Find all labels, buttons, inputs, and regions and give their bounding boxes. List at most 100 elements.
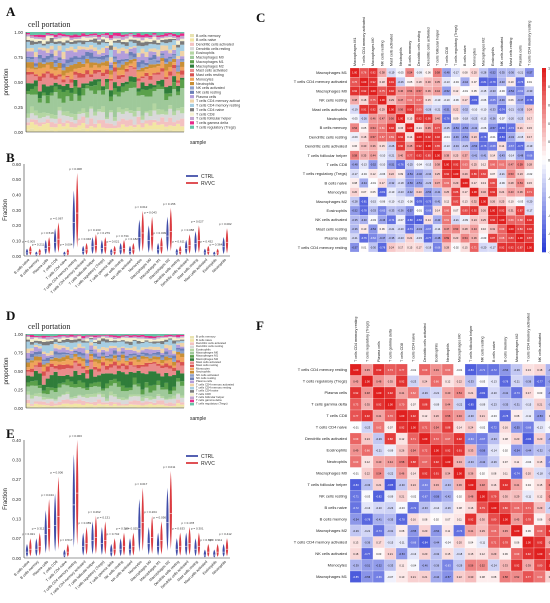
stack-segment (33, 396, 39, 402)
panel-label-b: B (6, 150, 15, 165)
cell-value: -0.10 (480, 107, 486, 111)
stack-segment (29, 74, 35, 84)
cell-value: 0.17 (527, 135, 533, 139)
stack-segment (41, 45, 47, 48)
legend-label: B cells naive (196, 338, 212, 342)
stack-segment (156, 359, 161, 364)
stack-segment (29, 350, 35, 354)
stack-segment (41, 406, 47, 408)
stack-segment (105, 123, 110, 129)
cell-value: 0.07 (445, 517, 451, 521)
stack-segment (152, 33, 157, 35)
stack-segment (41, 67, 47, 74)
stack-segment (148, 360, 153, 363)
cell-value: 0.24 (468, 425, 474, 429)
cell-value: 0.18 (416, 80, 422, 84)
legend-swatch (190, 390, 194, 393)
stack-segment (120, 366, 126, 373)
cell-value: -0.33 (491, 437, 497, 441)
row-label: Eosinophils (327, 208, 347, 213)
stack-segment (116, 406, 122, 408)
stack-segment (97, 359, 102, 364)
stack-segment (132, 116, 137, 125)
cell-value: 0.69 (499, 227, 505, 231)
stack-segment (136, 338, 141, 341)
cell-value: 0.36 (468, 471, 474, 475)
stack-segment (120, 109, 126, 114)
stack-segment (77, 347, 82, 352)
cell-value: 0.32 (481, 190, 487, 194)
stack-segment (65, 349, 70, 353)
stack-segment (57, 397, 62, 402)
stack-segment (164, 93, 169, 101)
stack-segment (81, 348, 86, 354)
legend-swatch (190, 42, 194, 46)
cell-value: 1.00 (453, 172, 459, 176)
stack-segment (152, 341, 157, 344)
stack-segment (156, 129, 161, 132)
stack-segment (116, 334, 122, 337)
cell-value: 0.06 (508, 98, 514, 102)
stack-segment (81, 88, 86, 96)
cell-value: 0.29 (462, 172, 468, 176)
cell-value: -0.52 (370, 163, 376, 167)
cell-value: 0.15 (527, 126, 533, 130)
stack-segment (89, 394, 94, 397)
stack-segment (89, 39, 94, 42)
violin-ctrl (25, 543, 29, 557)
stack-segment (77, 366, 82, 375)
stack-segment (101, 86, 106, 91)
stack-segment (81, 358, 86, 362)
stack-segment (89, 402, 94, 405)
stack-segment (37, 404, 43, 408)
cell-value: -0.13 (361, 163, 367, 167)
column-label: T cells CD4 memory resting (528, 21, 532, 66)
stack-segment (69, 129, 74, 132)
cell-value: -0.10 (379, 153, 385, 157)
stack-segment (176, 381, 181, 394)
stack-segment (108, 68, 114, 71)
cell-value: 0.12 (537, 494, 543, 498)
cell-value: 0.61 (380, 126, 386, 130)
cell-value: 0.82 (453, 199, 459, 203)
stack-segment (45, 378, 50, 388)
colorbar-segment (542, 118, 546, 124)
colorbar-segment (542, 196, 546, 202)
stack-segment (136, 61, 141, 68)
stack-segment (148, 407, 153, 408)
stack-segment (97, 123, 102, 130)
cell-value: 0.77 (407, 153, 413, 157)
stack-segment (73, 114, 78, 121)
stack-segment (77, 68, 82, 74)
stack-segment (26, 32, 31, 33)
stack-segment (101, 357, 106, 363)
stack-segment (160, 61, 165, 69)
stack-segment (97, 394, 102, 400)
stack-segment (144, 112, 149, 121)
stack-segment (112, 334, 118, 336)
stack-segment (29, 83, 35, 89)
cell-value: -0.09 (499, 181, 505, 185)
violin-ctrl (72, 454, 75, 548)
stack-segment (180, 77, 185, 80)
cell-value: 0.92 (389, 89, 395, 93)
stack-segment (180, 395, 185, 398)
stack-segment (97, 109, 102, 112)
stack-segment (85, 401, 90, 404)
cell-value: 0.25 (444, 190, 450, 194)
cell-value: 1.00 (380, 98, 386, 102)
stack-segment (180, 35, 185, 39)
stack-segment (61, 337, 66, 340)
stack-segment (45, 130, 50, 132)
stack-segment (49, 339, 54, 341)
column-label: Eosinophils (491, 47, 495, 66)
stack-segment (180, 32, 185, 34)
stack-segment (160, 334, 165, 337)
stack-segment (124, 34, 129, 36)
stack-segment (73, 63, 78, 69)
stack-segment (112, 42, 118, 47)
stack-segment (116, 371, 122, 382)
stack-segment (37, 341, 43, 344)
stack-segment (61, 63, 66, 68)
cell-value: 1.00 (481, 199, 487, 203)
